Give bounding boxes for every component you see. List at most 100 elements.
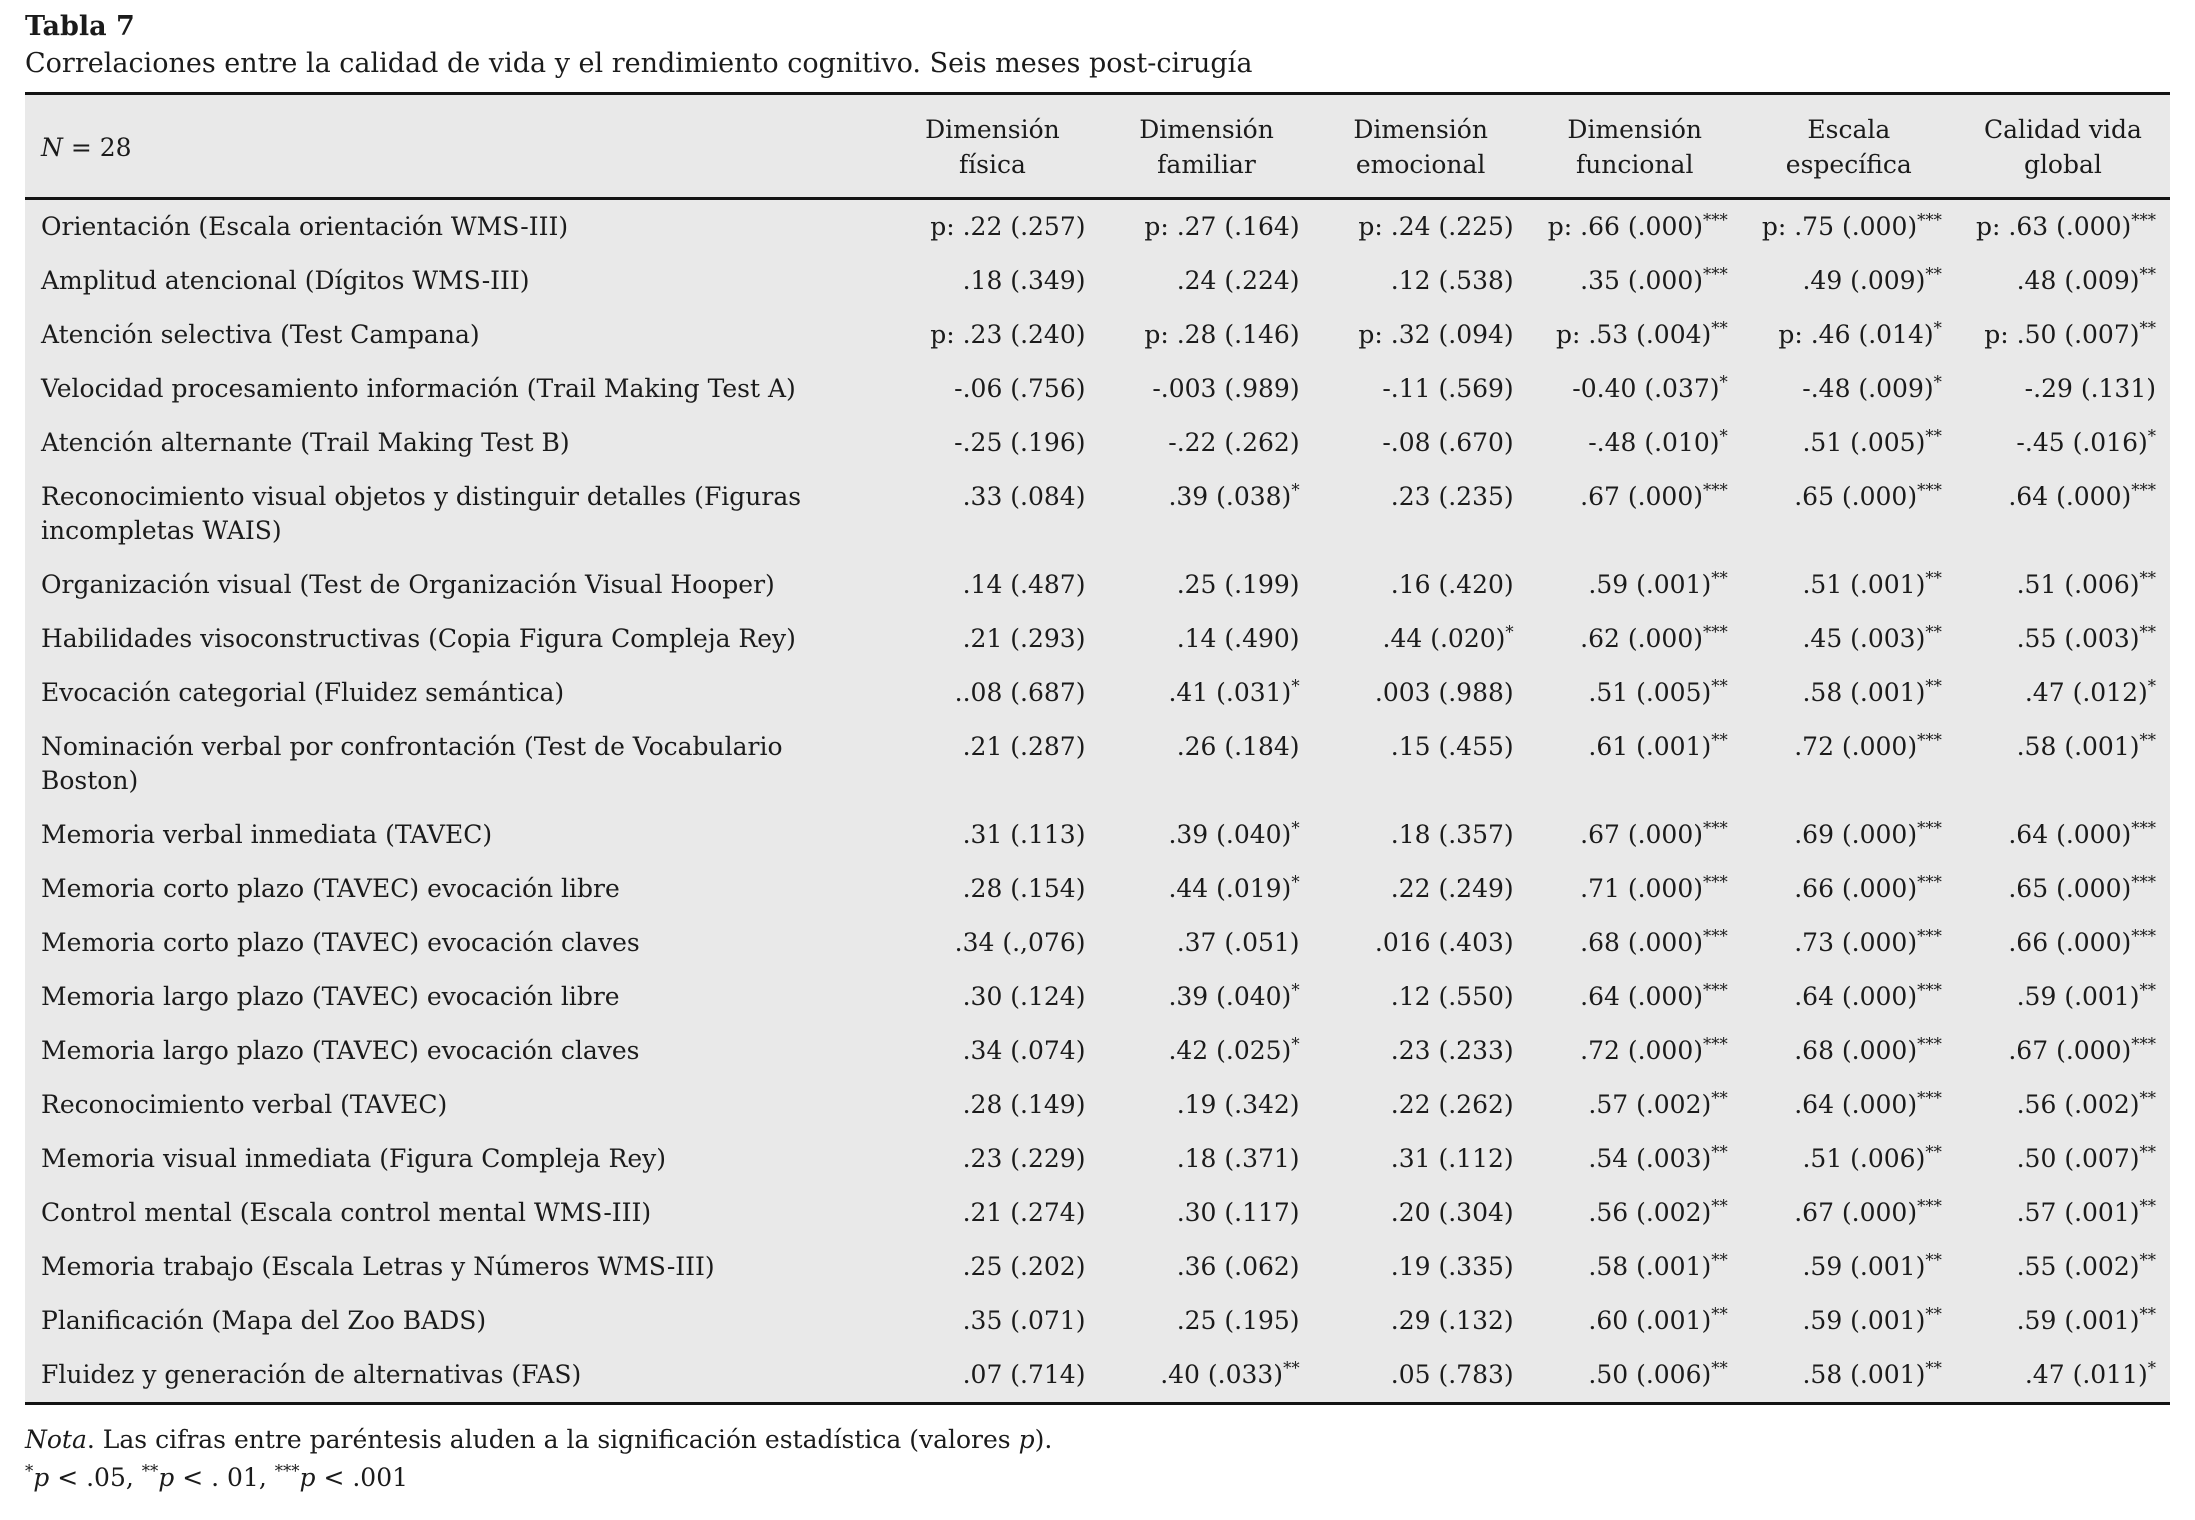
- row-label: Evocación categorial (Fluidez semántica): [41, 678, 565, 707]
- row-label: Atención alternante (Trail Making Test B…: [41, 428, 570, 457]
- row-label: Planificación (Mapa del Zoo BADS): [41, 1306, 487, 1335]
- correlation-cell: .14 (.487): [962, 570, 1086, 599]
- correlation-cell: -.22 (.262): [1168, 428, 1300, 457]
- correlation-cell: .18 (.349): [962, 266, 1086, 295]
- note-segment: p: [299, 1463, 316, 1492]
- note-segment: < . 01,: [174, 1463, 275, 1492]
- correlation-value: -.48 (.009): [1802, 374, 1934, 403]
- correlation-value: p: .63 (.000): [1976, 212, 2132, 241]
- significance-stars: *: [1933, 372, 1942, 392]
- significance-stars: ***: [1703, 818, 1728, 838]
- significance-stars: *: [1291, 1034, 1300, 1054]
- significance-stars: ***: [1917, 730, 1942, 750]
- significance-stars: **: [1711, 568, 1728, 588]
- significance-stars: *: [1291, 872, 1300, 892]
- correlation-cell: .57 (.002)**: [1528, 1078, 1742, 1132]
- significance-stars: ***: [1703, 210, 1728, 230]
- correlation-cell: .68 (.000)***: [1742, 1024, 1956, 1078]
- correlation-cell: .59 (.001)**: [1742, 1240, 1956, 1294]
- correlation-cell: .28 (.149): [962, 1090, 1086, 1119]
- correlation-value: .69 (.000): [1794, 820, 1918, 849]
- significance-stars: **: [2139, 1304, 2157, 1324]
- column-header-3: Dimensión emocional: [1313, 93, 1528, 200]
- significance-stars: *: [1291, 818, 1300, 838]
- significance-stars: ***: [2131, 926, 2156, 946]
- note-segment: *: [25, 1461, 34, 1481]
- correlation-cell: .25 (.202): [962, 1252, 1086, 1281]
- correlation-cell: .39 (.040)*: [1099, 808, 1313, 862]
- significance-stars: **: [1711, 1358, 1728, 1378]
- correlation-value: .55 (.003): [2016, 624, 2140, 653]
- table-body: Orientación (Escala orientación WMS-III)…: [25, 199, 2170, 1404]
- correlation-cell: .51 (.006)**: [1956, 558, 2170, 612]
- significance-stars: ***: [2131, 480, 2156, 500]
- correlation-value: p: .75 (.000): [1761, 212, 1918, 241]
- significance-stars: ***: [1703, 480, 1728, 500]
- correlation-value: .45 (.003): [1802, 624, 1926, 653]
- correlation-value: .51 (.001): [1802, 570, 1926, 599]
- correlation-value: .51 (.006): [2016, 570, 2140, 599]
- correlation-cell: .30 (.124): [962, 982, 1086, 1011]
- table-subtitle: Correlaciones entre la calidad de vida y…: [25, 48, 1253, 79]
- significance-stars: **: [1711, 1250, 1728, 1270]
- correlation-cell: .51 (.006)**: [1742, 1132, 1956, 1186]
- correlation-cell: .22 (.262): [1390, 1090, 1514, 1119]
- correlation-cell: .016 (.403): [1374, 928, 1514, 957]
- correlation-value: .67 (.000): [1580, 820, 1704, 849]
- table-header: N = 28 Dimensión física Dimensión familiar…: [25, 93, 2170, 200]
- table-row: Memoria verbal inmediata (TAVEC) .31 (.11…: [25, 808, 2170, 862]
- correlation-cell: p: .66 (.000)***: [1528, 199, 1742, 255]
- correlation-cell: .07 (.714): [962, 1360, 1086, 1389]
- correlation-cell: .23 (.235): [1390, 482, 1514, 511]
- significance-stars: ***: [1917, 1088, 1942, 1108]
- table-row: Reconocimiento visual objetos y distingu…: [25, 470, 2170, 558]
- row-label: Fluidez y generación de alternativas (FA…: [41, 1360, 582, 1389]
- correlation-cell: .58 (.001)**: [1742, 666, 1956, 720]
- correlation-cell: .67 (.000)***: [1528, 470, 1742, 558]
- significance-stars: *: [1933, 318, 1942, 338]
- significance-stars: **: [1925, 622, 1942, 642]
- table-row: Atención selectiva (Test Campana) p: .23 …: [25, 308, 2170, 362]
- significance-stars: ***: [1917, 1034, 1942, 1054]
- correlation-cell: .60 (.001)**: [1528, 1294, 1742, 1348]
- column-header-5: Escala específica: [1741, 93, 1956, 200]
- correlation-value: .49 (.009): [1802, 266, 1926, 295]
- correlation-value: .72 (.000): [1794, 732, 1918, 761]
- correlation-cell: .57 (.001)**: [1956, 1186, 2170, 1240]
- correlation-value: .56 (.002): [1588, 1198, 1712, 1227]
- correlation-value: .66 (.000): [1794, 874, 1918, 903]
- table-row: Habilidades visoconstructivas (Copia Fig…: [25, 612, 2170, 666]
- correlation-cell: .25 (.199): [1176, 570, 1300, 599]
- significance-stars: ***: [2131, 1034, 2156, 1054]
- significance-stars: **: [2139, 568, 2157, 588]
- correlation-value: p: .53 (.004): [1556, 320, 1712, 349]
- correlation-cell: .23 (.229): [962, 1144, 1086, 1173]
- correlation-cell: .34 (.,076): [954, 928, 1086, 957]
- row-label: Velocidad procesamiento información (Tra…: [41, 374, 796, 403]
- correlation-cell: .19 (.335): [1390, 1252, 1514, 1281]
- significance-stars: ***: [1703, 926, 1728, 946]
- significance-stars: **: [1925, 264, 1942, 284]
- correlation-value: .51 (.005): [1588, 678, 1712, 707]
- correlation-value: .56 (.002): [2016, 1090, 2140, 1119]
- correlation-value: .64 (.000): [1794, 1090, 1918, 1119]
- significance-stars: ***: [1917, 210, 1942, 230]
- header-row: N = 28 Dimensión física Dimensión familiar…: [25, 93, 2170, 200]
- correlation-cell: .50 (.006)**: [1528, 1348, 1742, 1404]
- correlation-cell: .21 (.293): [962, 624, 1086, 653]
- note-segment: < .001: [315, 1463, 409, 1492]
- note-segment: < .05,: [49, 1463, 142, 1492]
- correlation-cell: .58 (.001)**: [1742, 1348, 1956, 1404]
- correlation-cell: .64 (.000)***: [1742, 970, 1956, 1024]
- note-segment: ).: [1034, 1425, 1053, 1454]
- correlation-cell: .36 (.062): [1176, 1252, 1300, 1281]
- correlation-cell: .19 (.342): [1176, 1090, 1300, 1119]
- correlation-cell: .45 (.003)**: [1742, 612, 1956, 666]
- row-label: Memoria visual inmediata (Figura Complej…: [41, 1144, 667, 1173]
- correlation-cell: .59 (.001)**: [1956, 970, 2170, 1024]
- row-label: Nominación verbal por confrontación (Tes…: [41, 732, 783, 795]
- correlation-cell: p: .28 (.146): [1144, 320, 1300, 349]
- correlation-value: .42 (.025): [1168, 1036, 1292, 1065]
- significance-stars: **: [1711, 730, 1728, 750]
- significance-stars: ***: [2131, 210, 2156, 230]
